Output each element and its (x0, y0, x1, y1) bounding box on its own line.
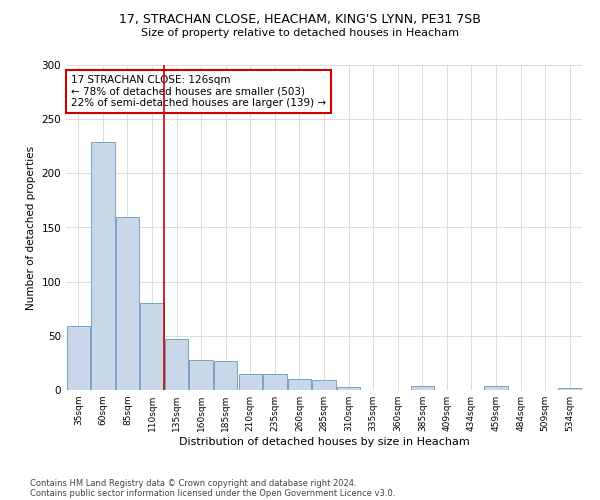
Bar (140, 304, 164, 390)
X-axis label: Distribution of detached houses by size in Heacham: Distribution of detached houses by size … (179, 437, 469, 447)
Text: 17, STRACHAN CLOSE, HEACHAM, KING'S LYNN, PE31 7SB: 17, STRACHAN CLOSE, HEACHAM, KING'S LYNN… (119, 12, 481, 26)
Text: 17 STRACHAN CLOSE: 126sqm
← 78% of detached houses are smaller (503)
22% of semi: 17 STRACHAN CLOSE: 126sqm ← 78% of detac… (71, 74, 326, 108)
Bar (239, 374, 262, 390)
Text: Contains HM Land Registry data © Crown copyright and database right 2024.: Contains HM Land Registry data © Crown c… (30, 478, 356, 488)
Text: Contains public sector information licensed under the Open Government Licence v3: Contains public sector information licen… (30, 488, 395, 498)
Text: Size of property relative to detached houses in Heacham: Size of property relative to detached ho… (141, 28, 459, 38)
Bar (190, 360, 213, 390)
Bar (67, 326, 90, 390)
Bar (558, 388, 581, 390)
Bar (165, 339, 188, 390)
Bar (91, 142, 115, 390)
Bar (410, 386, 434, 390)
Bar (288, 379, 311, 390)
Bar (313, 380, 335, 390)
Bar (214, 361, 238, 390)
Bar (263, 374, 287, 390)
Bar (337, 387, 360, 390)
Y-axis label: Number of detached properties: Number of detached properties (26, 146, 36, 310)
Bar (484, 386, 508, 390)
Bar (116, 216, 139, 390)
